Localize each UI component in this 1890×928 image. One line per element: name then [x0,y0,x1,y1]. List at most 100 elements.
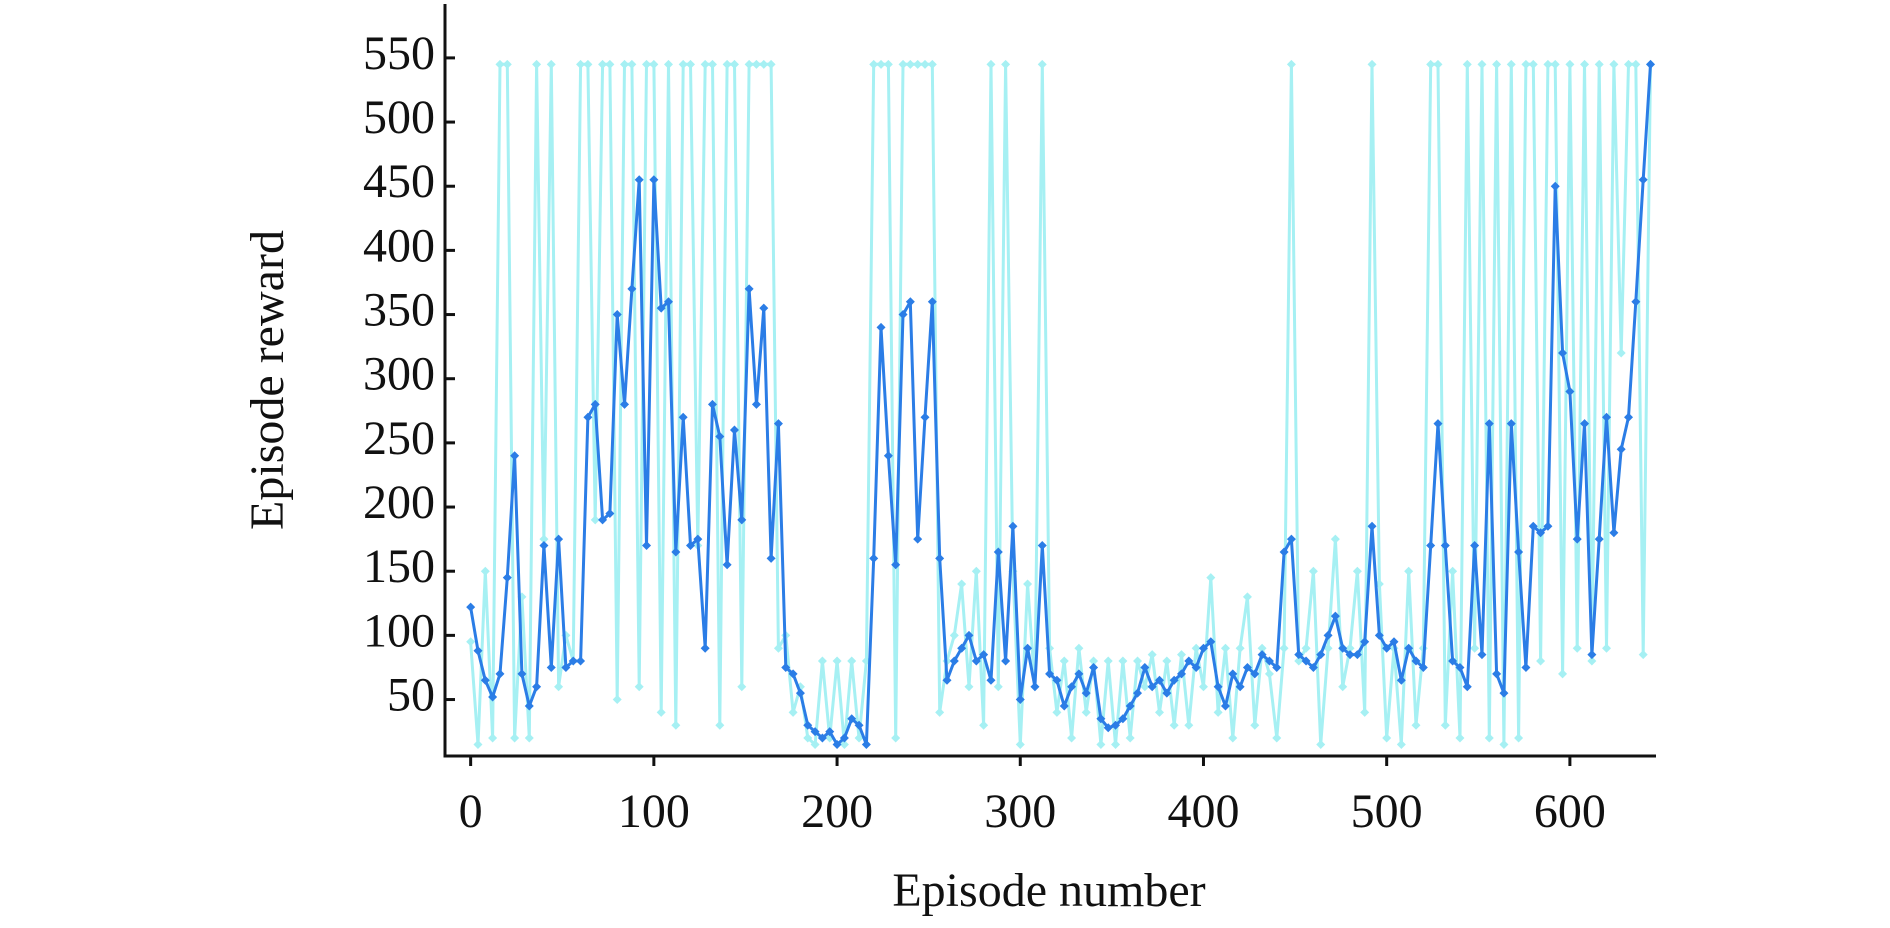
series-marker [612,695,622,705]
series-marker [1404,643,1414,653]
series-marker [627,284,637,294]
series-marker [649,59,659,69]
series-marker [1250,720,1260,730]
series-marker [722,59,732,69]
series-marker [839,733,849,743]
series-marker [1301,656,1311,666]
series-marker [1125,701,1135,711]
series-marker [876,59,886,69]
series-marker [1514,547,1524,557]
series-marker [898,310,908,320]
series-marker [1118,714,1128,724]
series-marker [539,534,549,544]
series-marker [891,733,901,743]
series-marker [1059,701,1069,711]
series-marker [1477,650,1487,660]
series-marker [1133,688,1143,698]
series-marker [1470,643,1480,653]
series-marker [773,419,783,429]
series-marker [1448,656,1458,666]
series-marker [1587,650,1597,660]
series-marker [561,662,571,672]
series-marker [715,431,725,441]
series-marker [1235,643,1245,653]
series-marker [1411,656,1421,666]
series-marker [1565,59,1575,69]
series-marker [788,707,798,717]
series-marker [766,59,776,69]
series-marker [1448,566,1458,576]
series-marker [1484,733,1494,743]
series-marker [1096,714,1106,724]
series-marker [1103,656,1113,666]
axis-spine [443,4,1656,758]
series-marker [1396,675,1406,685]
series-marker [832,739,842,749]
series-marker [466,602,476,612]
series-marker [1426,59,1436,69]
series-marker [707,399,717,409]
series-marker [1514,733,1524,743]
series-marker [854,733,864,743]
series-marker [759,59,769,69]
series-marker [839,739,849,749]
series-marker [1015,739,1025,749]
series-marker [883,59,893,69]
series-marker [1631,59,1641,69]
series-marker [664,297,674,307]
series-marker [671,720,681,730]
series-marker [1279,547,1289,557]
series-marker [1543,59,1553,69]
series-marker [1169,720,1179,730]
x-tick-label: 0 [459,785,483,838]
series-marker [1096,739,1106,749]
series-marker [685,59,695,69]
series-marker [751,399,761,409]
series-marker [1133,656,1143,666]
series-marker [524,733,534,743]
series-marker [788,669,798,679]
series-marker [971,656,981,666]
series-marker [1155,675,1165,685]
series-marker [605,508,615,518]
x-tick-label: 200 [801,785,873,838]
series-marker [920,59,930,69]
series-marker [1037,59,1047,69]
series-marker [803,720,813,730]
series-marker [620,59,630,69]
series-marker [1389,637,1399,647]
series-marker [964,682,974,692]
series-marker [1360,637,1370,647]
series-marker [1045,669,1055,679]
series-marker [1301,643,1311,653]
series-marker [1433,59,1443,69]
series-marker [957,643,967,653]
series-marker [1352,566,1362,576]
series-marker [1089,662,1099,672]
series-marker [656,707,666,717]
series-marker [898,59,908,69]
series-marker [1550,181,1560,191]
series-marker [803,733,813,743]
series-marker [869,59,879,69]
series-marker [598,59,608,69]
series-marker [1528,59,1538,69]
series-marker [1206,637,1216,647]
series-marker [1037,541,1047,551]
series-marker [1374,630,1384,640]
series-marker [1162,688,1172,698]
series-marker [1111,739,1121,749]
x-tick-label: 600 [1534,785,1606,838]
series-marker [1462,59,1472,69]
series-marker [1587,656,1597,666]
series-marker [1536,656,1546,666]
series-marker [1294,650,1304,660]
series-marker [986,675,996,685]
series-marker [1323,643,1333,653]
series-marker [1015,695,1025,705]
series-marker [517,669,527,679]
series-marker [1528,521,1538,531]
series-marker [1125,733,1135,743]
series-marker [1191,643,1201,653]
series-marker [1286,59,1296,69]
